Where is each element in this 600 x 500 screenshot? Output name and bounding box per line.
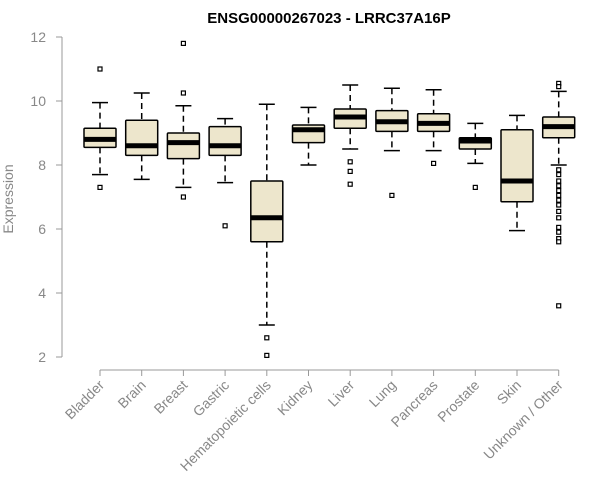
outlier-point — [556, 192, 562, 198]
outlier-point — [556, 83, 562, 90]
outlier-point — [556, 239, 562, 245]
outlier-point — [556, 167, 562, 173]
box-bladder — [83, 66, 117, 190]
outlier-point — [180, 90, 186, 96]
outlier-point — [556, 197, 562, 203]
outlier-point — [431, 160, 437, 166]
iqr-box — [250, 180, 284, 243]
outlier-point — [556, 208, 562, 214]
chart-title: ENSG00000267023 - LRRC37A16P — [207, 10, 450, 27]
outlier-point — [264, 352, 270, 358]
x-category-label: Prostate — [434, 377, 482, 425]
outlier-point — [556, 172, 562, 178]
y-tick-label: 2 — [38, 349, 46, 365]
outlier-point — [222, 223, 228, 229]
iqr-box — [208, 125, 242, 157]
x-category-label: Liver — [325, 377, 358, 410]
box-series — [83, 40, 576, 358]
outlier-point — [97, 184, 103, 190]
outlier-point — [556, 202, 562, 208]
outlier-point — [556, 183, 562, 189]
outlier-point — [556, 229, 562, 235]
box-gastric — [208, 117, 242, 229]
box-breast — [166, 40, 201, 200]
outlier-point — [389, 192, 395, 198]
box-lung — [375, 87, 409, 198]
y-tick-label: 12 — [30, 29, 46, 45]
y-axis: 2 4 6 8 10 12 — [30, 29, 63, 365]
y-tick-label: 10 — [30, 93, 46, 109]
iqr-box — [124, 119, 159, 157]
box-kidney — [291, 106, 326, 166]
x-category-label: Kidney — [274, 377, 316, 419]
y-tick-label: 6 — [38, 221, 46, 237]
box-unknown-other — [541, 80, 576, 309]
box-pancreas — [416, 89, 451, 166]
outlier-point — [556, 188, 562, 194]
box-hematopoietic-cells — [250, 103, 284, 358]
x-category-label: Unknown / Other — [480, 377, 566, 463]
outlier-point — [472, 184, 478, 190]
iqr-box — [166, 132, 201, 160]
box-skin — [500, 114, 534, 232]
outlier-point — [264, 335, 270, 341]
outlier-point — [97, 66, 103, 72]
y-tick-label: 4 — [38, 285, 46, 301]
box-prostate — [458, 122, 493, 190]
box-brain — [124, 92, 159, 181]
outlier-point — [347, 159, 353, 165]
outlier-point — [556, 224, 562, 230]
outlier-point — [556, 178, 562, 184]
x-category-label: Lung — [366, 377, 399, 410]
iqr-box — [500, 129, 534, 203]
outlier-point — [556, 215, 562, 221]
box-liver — [333, 84, 367, 187]
x-category-label: Skin — [494, 377, 525, 408]
x-category-label: Brain — [114, 377, 148, 411]
outlier-point — [180, 194, 186, 200]
outlier-point — [556, 303, 562, 309]
outlier-point — [180, 40, 186, 47]
y-tick-label: 8 — [38, 157, 46, 173]
outlier-point — [347, 168, 353, 174]
x-category-label: Bladder — [62, 377, 108, 423]
outlier-point — [347, 181, 353, 187]
x-category-label: Breast — [151, 377, 191, 417]
y-axis-label: Expression — [0, 164, 16, 233]
